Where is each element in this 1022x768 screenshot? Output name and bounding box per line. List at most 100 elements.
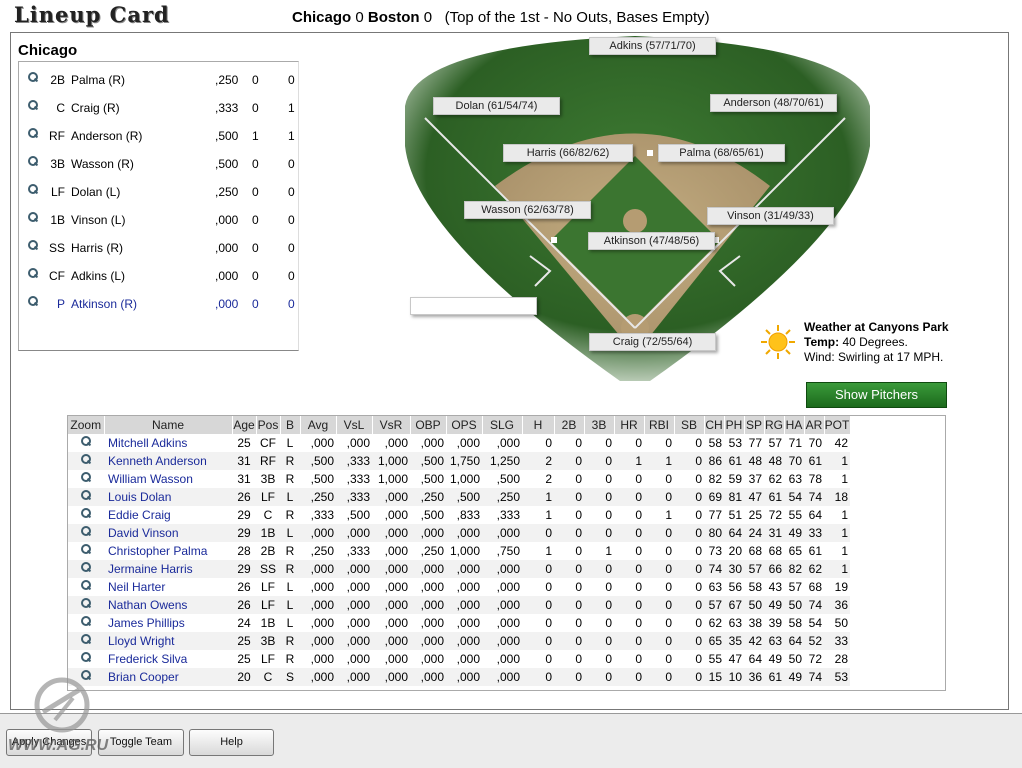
field-label-ss[interactable]: Harris (66/82/62): [503, 144, 633, 162]
zoom-icon[interactable]: [27, 100, 39, 112]
field-label-lf[interactable]: Dolan (61/54/74): [433, 97, 560, 115]
column-header[interactable]: SLG: [482, 416, 523, 434]
zoom-icon[interactable]: [27, 296, 39, 308]
column-header[interactable]: 3B: [584, 416, 615, 434]
player-name[interactable]: Christopher Palma: [108, 544, 208, 558]
column-header[interactable]: CH: [704, 416, 725, 434]
column-header[interactable]: H: [522, 416, 555, 434]
column-header[interactable]: Name: [104, 416, 233, 434]
zoom-cell[interactable]: [68, 632, 104, 650]
player-name[interactable]: Nathan Owens: [104, 596, 232, 614]
zoom-cell[interactable]: [68, 434, 104, 452]
column-header[interactable]: OBP: [410, 416, 447, 434]
table-row[interactable]: Brian Cooper 20 C S ,000,000,000,000,000,000…: [68, 668, 850, 686]
zoom-icon[interactable]: [80, 561, 92, 574]
zoom-icon[interactable]: [80, 633, 92, 646]
zoom-icon[interactable]: [27, 128, 39, 140]
table-row[interactable]: James Phillips 24 1B L ,000 ,000 ,000 ,000 ,000,…: [68, 614, 850, 632]
zoom-icon[interactable]: [27, 72, 39, 84]
zoom-cell[interactable]: [68, 542, 104, 560]
player-name[interactable]: Lloyd Wright: [104, 632, 232, 650]
column-header[interactable]: Avg: [300, 416, 337, 434]
table-row[interactable]: William Wasson 31 3B R ,500 ,333 1,000 ,500 1,00…: [68, 470, 850, 488]
zoom-cell[interactable]: [68, 506, 104, 524]
zoom-icon[interactable]: [80, 525, 92, 538]
zoom-icon[interactable]: [80, 579, 92, 592]
field-label-rf[interactable]: Anderson (48/70/61): [710, 94, 837, 112]
zoom-icon[interactable]: [27, 212, 39, 224]
player-name[interactable]: Kenneth Anderson: [104, 452, 232, 470]
zoom-cell[interactable]: [68, 578, 104, 596]
table-row[interactable]: Frederick Silva 25 LF R ,000 ,000 ,000 ,000 ,000…: [68, 650, 850, 668]
table-row[interactable]: David Vinson 29 1B L ,000,000,000,000,000,00…: [68, 524, 850, 542]
help-button[interactable]: Help: [189, 729, 274, 756]
column-header[interactable]: HR: [614, 416, 645, 434]
show-pitchers-button[interactable]: Show Pitchers: [806, 382, 947, 408]
player-name[interactable]: James Phillips: [108, 616, 185, 630]
lineup-row[interactable]: RF Anderson (R) ,500 1 1: [19, 120, 298, 148]
field-label-dh[interactable]: [410, 297, 537, 315]
apply-changes-button[interactable]: Apply Changes: [6, 729, 92, 756]
column-header[interactable]: Zoom: [68, 416, 105, 434]
player-name[interactable]: William Wasson: [108, 472, 193, 486]
zoom-cell[interactable]: [68, 524, 104, 542]
zoom-icon[interactable]: [27, 156, 39, 168]
column-header[interactable]: RBI: [644, 416, 675, 434]
player-name[interactable]: Mitchell Adkins: [108, 436, 188, 450]
lineup-row[interactable]: 3B Wasson (R) ,500 0 0: [19, 148, 298, 176]
zoom-icon[interactable]: [27, 268, 39, 280]
lineup-row[interactable]: 2B Palma (R) ,250 0 0: [19, 64, 298, 92]
player-name[interactable]: Frederick Silva: [108, 652, 188, 666]
lineup-row[interactable]: SS Harris (R) ,000 0 0: [19, 232, 298, 260]
zoom-cell[interactable]: [68, 560, 104, 578]
column-header[interactable]: Age: [232, 416, 257, 434]
player-name[interactable]: Louis Dolan: [104, 488, 232, 506]
field-label-cf[interactable]: Adkins (57/71/70): [589, 37, 716, 55]
zoom-icon[interactable]: [80, 453, 92, 466]
player-name[interactable]: Brian Cooper: [104, 668, 232, 686]
zoom-cell[interactable]: [68, 614, 104, 632]
zoom-cell[interactable]: [68, 596, 104, 614]
player-name[interactable]: Jermaine Harris: [104, 560, 232, 578]
player-name[interactable]: Eddie Craig: [108, 508, 171, 522]
zoom-icon[interactable]: [80, 435, 92, 448]
zoom-icon[interactable]: [80, 597, 92, 610]
lineup-row[interactable]: 1B Vinson (L) ,000 0 0: [19, 204, 298, 232]
table-row[interactable]: Eddie Craig 29 C R ,333 ,500 ,000 ,500 ,833 ,333 1…: [68, 506, 850, 524]
zoom-icon[interactable]: [80, 489, 92, 502]
column-header[interactable]: VsR: [372, 416, 411, 434]
field-label-2b[interactable]: Palma (68/65/61): [658, 144, 785, 162]
zoom-cell[interactable]: [68, 668, 104, 686]
table-row[interactable]: Louis Dolan 26 LF L ,250,333,000,250,500,250…: [68, 488, 850, 506]
zoom-icon[interactable]: [80, 651, 92, 664]
field-label-c[interactable]: Craig (72/55/64): [589, 333, 716, 351]
zoom-icon[interactable]: [27, 240, 39, 252]
column-header[interactable]: Pos: [256, 416, 281, 434]
lineup-row[interactable]: CF Adkins (L) ,000 0 0: [19, 260, 298, 288]
zoom-cell[interactable]: [68, 470, 104, 488]
column-header[interactable]: SB: [674, 416, 705, 434]
column-header[interactable]: B: [280, 416, 301, 434]
zoom-cell[interactable]: [68, 452, 104, 470]
zoom-icon[interactable]: [80, 507, 92, 520]
field-label-1b[interactable]: Vinson (31/49/33): [707, 207, 834, 225]
column-header[interactable]: SP: [744, 416, 765, 434]
table-row[interactable]: Mitchell Adkins 25 CF L ,000 ,000 ,000 ,000 ,000…: [68, 434, 850, 452]
column-header[interactable]: RG: [764, 416, 785, 434]
zoom-icon[interactable]: [80, 615, 92, 628]
player-name[interactable]: David Vinson: [104, 524, 232, 542]
lineup-row[interactable]: LF Dolan (L) ,250 0 0: [19, 176, 298, 204]
zoom-cell[interactable]: [68, 488, 104, 506]
table-row[interactable]: Neil Harter 26 LF L ,000 ,000 ,000 ,000 ,000 ,000…: [68, 578, 850, 596]
column-header[interactable]: 2B: [554, 416, 585, 434]
column-header[interactable]: AR: [804, 416, 825, 434]
table-row[interactable]: Christopher Palma 28 2B R ,250 ,333 ,000 ,250 1,…: [68, 542, 850, 560]
field-label-3b[interactable]: Wasson (62/63/78): [464, 201, 591, 219]
column-header[interactable]: PH: [724, 416, 745, 434]
column-header[interactable]: VsL: [336, 416, 373, 434]
toggle-team-button[interactable]: Toggle Team: [98, 729, 184, 756]
table-row[interactable]: Kenneth Anderson 31 RF R ,500,333 1,000,500 1,…: [68, 452, 850, 470]
player-name[interactable]: Neil Harter: [108, 580, 166, 594]
table-row[interactable]: Nathan Owens 26 LF L ,000,000,000,000,000,00…: [68, 596, 850, 614]
column-header[interactable]: HA: [784, 416, 805, 434]
